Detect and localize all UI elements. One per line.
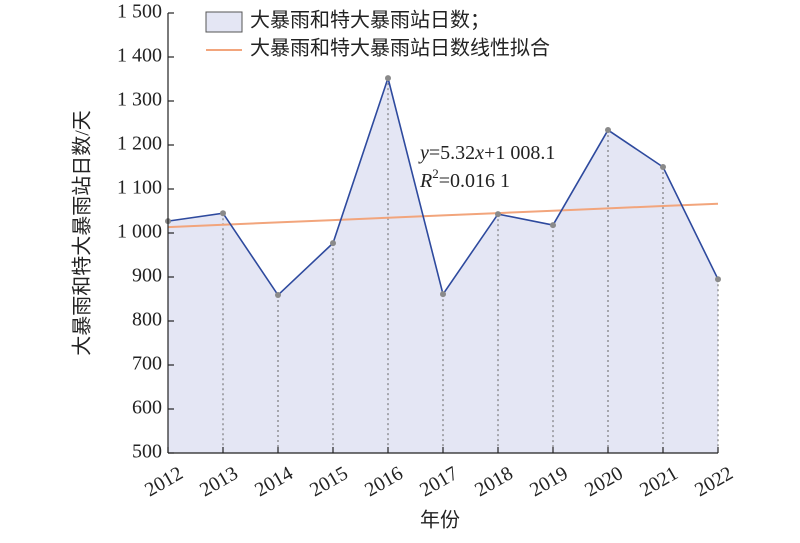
- legend-label: 大暴雨和特大暴雨站日数线性拟合: [250, 37, 550, 60]
- x-tick-label: 2018: [471, 462, 517, 501]
- legend-swatch: [205, 11, 243, 33]
- annotation: y=5.32x+1 008.1: [418, 142, 555, 164]
- x-tick-label: 2022: [691, 462, 737, 501]
- legend-label: 大暴雨和特大暴雨站日数；: [250, 9, 490, 32]
- y-axis-label: 大暴雨和特大暴雨站日数/天: [71, 110, 94, 356]
- point: [550, 222, 556, 229]
- x-tick-label: 2012: [141, 462, 187, 501]
- annotation-part: +1 008.1: [484, 142, 555, 164]
- y-tick-label: 1 200: [117, 133, 162, 155]
- point: [440, 291, 446, 298]
- annotation-part: R: [419, 170, 432, 192]
- point: [495, 211, 501, 218]
- point: [715, 276, 721, 283]
- x-tick-label: 2016: [361, 462, 407, 501]
- y-tick-label: 700: [132, 353, 162, 375]
- x-tick-label: 2013: [196, 462, 242, 501]
- annotation-part: y: [418, 142, 429, 164]
- point: [330, 240, 336, 247]
- x-tick-label: 2014: [251, 462, 297, 501]
- point: [385, 75, 391, 82]
- y-tick-label: 500: [132, 441, 162, 463]
- trend-line: [167, 202, 719, 229]
- x-tick-label: 2017: [416, 462, 462, 501]
- y-tick-label: 800: [132, 309, 162, 331]
- y-tick-label: 1 500: [117, 1, 162, 23]
- y-tick-label: 1 400: [117, 45, 162, 67]
- x-axis-label: 年份: [420, 509, 460, 532]
- x-tick-label: 2015: [306, 462, 352, 501]
- annotation-part: =0.016 1: [439, 170, 510, 192]
- annotation: R2=0.016 1: [419, 166, 510, 192]
- y-tick-label: 1 100: [117, 177, 162, 199]
- annotation-part: =5.32: [429, 142, 475, 164]
- point: [660, 164, 666, 170]
- x-tick-label: 2021: [636, 462, 682, 501]
- y-tick-label: 900: [132, 265, 162, 287]
- y-tick-label: 1 300: [117, 89, 162, 111]
- annotation-part: 2: [432, 166, 439, 181]
- area: [168, 78, 718, 454]
- y-tick-label: 1 000: [117, 221, 162, 243]
- x-tick-label: 2020: [581, 462, 627, 501]
- y-tick-label: 600: [132, 397, 162, 419]
- point: [275, 292, 281, 299]
- point: [605, 127, 611, 134]
- x-tick-label: 2019: [526, 462, 572, 501]
- annotation-part: x: [474, 142, 484, 164]
- point: [220, 210, 226, 217]
